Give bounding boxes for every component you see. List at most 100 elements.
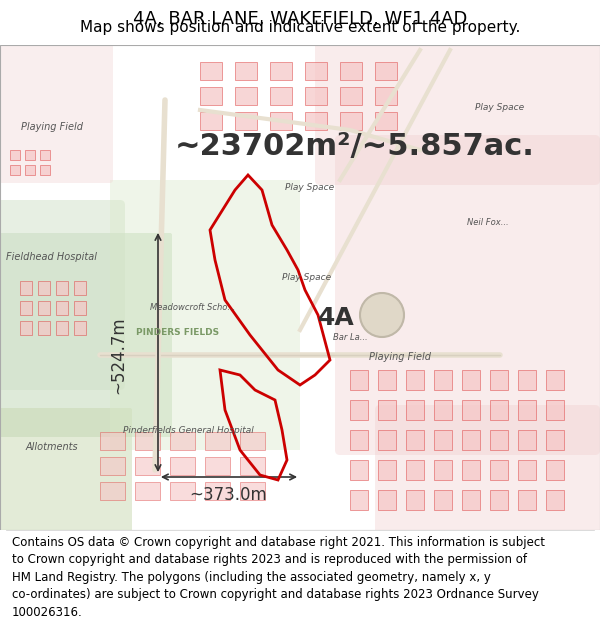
Bar <box>434 430 452 450</box>
Bar <box>56 301 68 315</box>
Text: Neil Fox...: Neil Fox... <box>467 218 509 227</box>
Text: Play Space: Play Space <box>286 183 335 192</box>
Bar <box>378 460 396 480</box>
Bar <box>518 400 536 420</box>
Bar <box>340 112 362 130</box>
Bar <box>170 432 195 450</box>
Bar <box>350 430 368 450</box>
Bar <box>462 400 480 420</box>
Bar <box>20 321 32 335</box>
FancyBboxPatch shape <box>0 408 132 532</box>
Bar <box>200 62 222 80</box>
Text: Map shows position and indicative extent of the property.: Map shows position and indicative extent… <box>80 20 520 35</box>
Bar <box>40 165 50 175</box>
Text: Play Space: Play Space <box>475 103 524 112</box>
Text: Contains OS data © Crown copyright and database right 2021. This information is : Contains OS data © Crown copyright and d… <box>12 536 545 549</box>
Bar <box>462 490 480 510</box>
Bar <box>135 432 160 450</box>
Bar <box>490 370 508 390</box>
Text: Bar La...: Bar La... <box>332 333 367 342</box>
Circle shape <box>360 293 404 337</box>
Bar <box>100 457 125 475</box>
Text: co-ordinates) are subject to Crown copyright and database rights 2023 Ordnance S: co-ordinates) are subject to Crown copyr… <box>12 588 539 601</box>
Bar <box>378 430 396 450</box>
Bar <box>350 370 368 390</box>
Text: Pinderfields General Hospital: Pinderfields General Hospital <box>122 426 253 435</box>
Bar <box>10 150 20 160</box>
Bar <box>406 430 424 450</box>
Text: Allotments: Allotments <box>26 442 79 452</box>
Bar <box>38 281 50 295</box>
Bar <box>406 460 424 480</box>
Bar <box>135 482 160 500</box>
Text: ~23702m²/~5.857ac.: ~23702m²/~5.857ac. <box>175 132 535 161</box>
Bar <box>270 62 292 80</box>
Bar <box>170 482 195 500</box>
Bar <box>518 490 536 510</box>
Bar <box>375 87 397 105</box>
Bar <box>434 490 452 510</box>
FancyBboxPatch shape <box>335 135 600 455</box>
Bar <box>434 460 452 480</box>
Bar <box>434 400 452 420</box>
Bar <box>100 432 125 450</box>
Bar <box>518 370 536 390</box>
Bar <box>170 457 195 475</box>
Bar <box>270 87 292 105</box>
Bar <box>56 281 68 295</box>
Bar <box>235 112 257 130</box>
Bar <box>375 62 397 80</box>
Bar <box>200 87 222 105</box>
Bar <box>205 432 230 450</box>
Bar <box>490 400 508 420</box>
Bar <box>375 112 397 130</box>
Bar <box>235 62 257 80</box>
Bar <box>378 370 396 390</box>
Bar <box>340 62 362 80</box>
Bar <box>200 112 222 130</box>
Bar <box>205 482 230 500</box>
Polygon shape <box>110 180 300 450</box>
Text: to Crown copyright and database rights 2023 and is reproduced with the permissio: to Crown copyright and database rights 2… <box>12 553 527 566</box>
Bar <box>350 490 368 510</box>
Bar <box>25 150 35 160</box>
Text: Play Space: Play Space <box>283 273 332 282</box>
Bar <box>406 370 424 390</box>
Text: 100026316.: 100026316. <box>12 606 83 619</box>
Bar <box>490 460 508 480</box>
Bar <box>546 430 564 450</box>
Text: 4A: 4A <box>318 306 355 330</box>
Bar <box>56 321 68 335</box>
Bar <box>305 112 327 130</box>
Bar <box>74 301 86 315</box>
Bar <box>490 490 508 510</box>
Bar <box>378 490 396 510</box>
Bar <box>462 460 480 480</box>
Bar <box>350 460 368 480</box>
Bar <box>40 150 50 160</box>
Bar <box>305 62 327 80</box>
Bar <box>38 301 50 315</box>
Bar <box>518 430 536 450</box>
Bar <box>378 400 396 420</box>
Bar <box>406 400 424 420</box>
Bar <box>74 321 86 335</box>
Bar <box>546 460 564 480</box>
Text: Fieldhead Hospital: Fieldhead Hospital <box>7 252 97 262</box>
FancyBboxPatch shape <box>0 200 125 390</box>
Text: HM Land Registry. The polygons (including the associated geometry, namely x, y: HM Land Registry. The polygons (includin… <box>12 571 491 584</box>
Text: Playing Field: Playing Field <box>369 352 431 362</box>
Text: ~373.0m: ~373.0m <box>189 486 267 504</box>
Bar <box>240 457 265 475</box>
Bar <box>38 321 50 335</box>
Text: Playing Field: Playing Field <box>21 122 83 132</box>
FancyBboxPatch shape <box>0 233 172 437</box>
Bar <box>20 301 32 315</box>
Bar <box>20 281 32 295</box>
FancyBboxPatch shape <box>375 405 600 535</box>
Bar <box>100 482 125 500</box>
Bar <box>406 490 424 510</box>
Bar <box>340 87 362 105</box>
Bar <box>434 370 452 390</box>
Bar <box>350 400 368 420</box>
